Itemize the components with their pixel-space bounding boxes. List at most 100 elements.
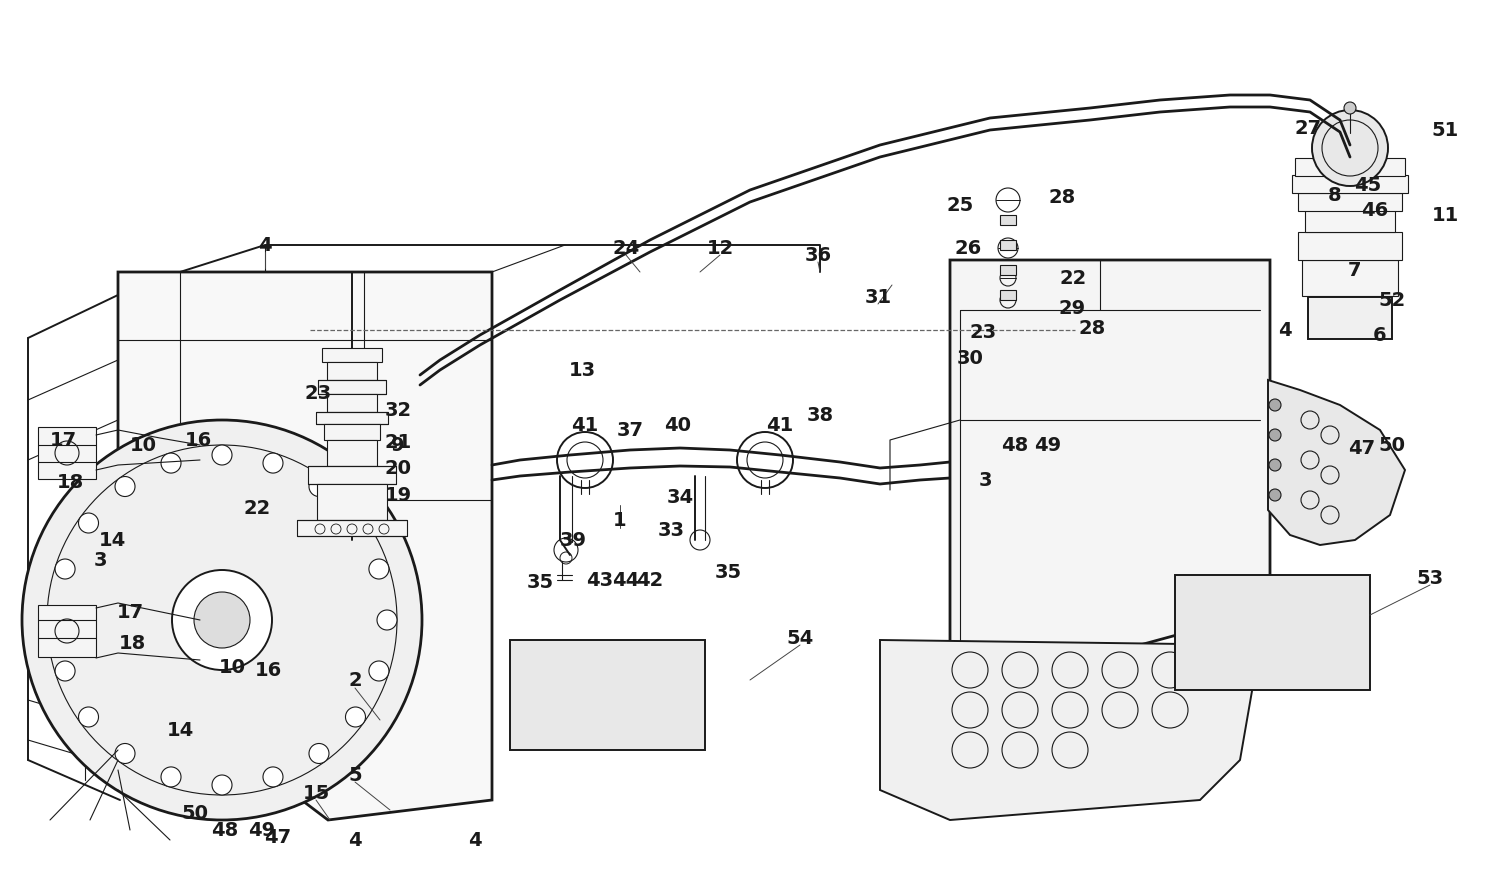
Text: 29: 29 [1059, 298, 1086, 317]
Bar [1000, 290, 1016, 300]
Text: 24: 24 [612, 239, 639, 257]
Text: 10: 10 [219, 658, 246, 676]
Text: 19: 19 [384, 486, 411, 504]
Text: 48: 48 [1002, 436, 1029, 454]
Circle shape [1269, 399, 1281, 411]
Bar [510, 640, 705, 750]
Bar [316, 412, 388, 424]
Text: 30: 30 [957, 348, 984, 367]
Bar [1294, 158, 1406, 176]
Text: 33: 33 [657, 520, 684, 539]
Text: 35: 35 [526, 573, 554, 592]
Text: 21: 21 [384, 432, 411, 452]
Bar [1305, 210, 1395, 232]
Circle shape [376, 610, 398, 630]
Text: 44: 44 [612, 570, 639, 590]
Bar [1308, 297, 1392, 339]
Text: 14: 14 [99, 530, 126, 550]
Circle shape [1312, 110, 1388, 186]
Text: 16: 16 [255, 660, 282, 680]
Text: 20: 20 [384, 459, 411, 478]
Bar [1000, 265, 1016, 275]
Circle shape [46, 610, 68, 630]
Bar [1298, 232, 1402, 260]
Text: 43: 43 [586, 570, 613, 590]
Polygon shape [1268, 380, 1406, 545]
Circle shape [172, 570, 272, 670]
Circle shape [116, 743, 135, 764]
Text: 37: 37 [616, 421, 644, 439]
Text: 4: 4 [258, 235, 272, 255]
Circle shape [116, 477, 135, 496]
Bar [1292, 175, 1408, 193]
Text: 3: 3 [93, 551, 106, 569]
Text: 12: 12 [706, 239, 734, 257]
Text: 49: 49 [1035, 436, 1062, 454]
Circle shape [262, 767, 284, 787]
Circle shape [345, 707, 366, 727]
Text: 48: 48 [211, 821, 238, 839]
Polygon shape [880, 640, 1260, 820]
Text: 50: 50 [1378, 436, 1406, 454]
Text: 26: 26 [954, 239, 981, 257]
Bar [1000, 240, 1016, 250]
Bar [297, 520, 406, 536]
Text: 47: 47 [264, 828, 291, 846]
Text: 28: 28 [1078, 318, 1106, 338]
Text: 40: 40 [664, 415, 692, 435]
Bar [1174, 575, 1370, 690]
Text: 23: 23 [969, 323, 996, 341]
Circle shape [56, 559, 75, 579]
Bar [38, 605, 96, 657]
Text: 7: 7 [1348, 260, 1362, 280]
Circle shape [22, 420, 422, 820]
Text: 16: 16 [184, 430, 211, 449]
Text: 25: 25 [946, 195, 974, 215]
Text: 54: 54 [786, 628, 813, 648]
Text: 22: 22 [243, 498, 270, 518]
Text: 18: 18 [57, 472, 84, 492]
Bar [327, 362, 376, 380]
Circle shape [1344, 102, 1356, 114]
Text: 38: 38 [807, 405, 834, 424]
Text: 4: 4 [468, 830, 482, 849]
Bar [308, 466, 396, 484]
Text: 39: 39 [560, 530, 586, 550]
Text: 52: 52 [1378, 290, 1406, 309]
Circle shape [1269, 459, 1281, 471]
Polygon shape [950, 260, 1270, 645]
Text: 27: 27 [1294, 119, 1322, 137]
Text: 32: 32 [384, 400, 411, 420]
Text: 34: 34 [666, 487, 693, 506]
Circle shape [160, 454, 182, 473]
Bar [38, 427, 96, 479]
Text: 41: 41 [766, 415, 794, 435]
Text: 31: 31 [864, 288, 891, 307]
Bar [316, 484, 387, 520]
Bar [322, 348, 382, 362]
Text: 4: 4 [348, 830, 361, 849]
Bar [318, 380, 386, 394]
Text: 8: 8 [1328, 185, 1342, 205]
Text: 53: 53 [1416, 568, 1443, 587]
Text: 49: 49 [249, 821, 276, 839]
Text: 9: 9 [392, 436, 405, 454]
Circle shape [160, 767, 182, 787]
Text: 17: 17 [117, 602, 144, 622]
Text: 51: 51 [1431, 120, 1458, 140]
Circle shape [369, 661, 388, 681]
Bar [327, 440, 376, 466]
Text: 3: 3 [978, 470, 992, 489]
Text: 4: 4 [1278, 321, 1292, 339]
Text: 22: 22 [1059, 268, 1086, 288]
Text: 2: 2 [348, 671, 361, 690]
Circle shape [78, 707, 99, 727]
Text: 35: 35 [714, 562, 741, 582]
Circle shape [211, 775, 232, 795]
Circle shape [194, 592, 250, 648]
Text: 45: 45 [1354, 176, 1382, 194]
Text: 42: 42 [636, 570, 663, 590]
Bar [327, 394, 376, 412]
Text: 17: 17 [50, 430, 76, 449]
Bar [1302, 260, 1398, 296]
